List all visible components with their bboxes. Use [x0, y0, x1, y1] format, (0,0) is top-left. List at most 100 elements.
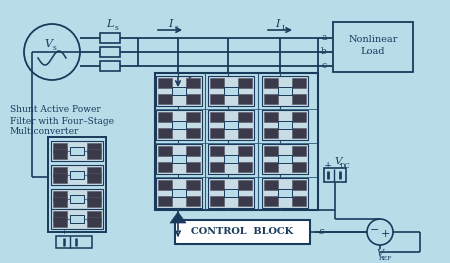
- Text: I: I: [186, 77, 190, 87]
- Text: -: -: [75, 228, 77, 236]
- Bar: [238, 180, 252, 190]
- Bar: [238, 162, 252, 172]
- Bar: [208, 144, 254, 174]
- Bar: [333, 22, 413, 72]
- Bar: [158, 94, 172, 104]
- Text: b: b: [321, 48, 327, 57]
- Text: CONTROL  BLOCK: CONTROL BLOCK: [191, 227, 293, 236]
- Text: -: -: [338, 160, 342, 169]
- Bar: [53, 211, 67, 221]
- Bar: [224, 155, 238, 163]
- Bar: [87, 149, 101, 159]
- Circle shape: [367, 219, 393, 245]
- Bar: [100, 47, 120, 57]
- Bar: [186, 78, 200, 88]
- Bar: [158, 196, 172, 206]
- Bar: [186, 180, 200, 190]
- Text: V: V: [377, 250, 383, 259]
- Text: DC: DC: [340, 162, 351, 170]
- Bar: [224, 121, 238, 129]
- Text: +: +: [324, 160, 332, 169]
- Bar: [51, 189, 103, 209]
- Bar: [172, 155, 186, 163]
- Bar: [70, 171, 84, 179]
- Bar: [158, 78, 172, 88]
- Bar: [51, 209, 103, 229]
- Bar: [278, 155, 292, 163]
- Bar: [53, 217, 67, 227]
- Bar: [210, 146, 224, 156]
- Bar: [156, 76, 202, 106]
- Bar: [208, 76, 254, 106]
- Bar: [292, 196, 306, 206]
- Polygon shape: [170, 212, 186, 223]
- Bar: [186, 112, 200, 122]
- Bar: [262, 110, 308, 140]
- Bar: [186, 94, 200, 104]
- Bar: [53, 143, 67, 153]
- Bar: [210, 196, 224, 206]
- Bar: [278, 189, 292, 197]
- Bar: [155, 73, 318, 210]
- Bar: [292, 146, 306, 156]
- Bar: [56, 236, 92, 248]
- Bar: [210, 162, 224, 172]
- Bar: [158, 112, 172, 122]
- Bar: [53, 197, 67, 207]
- Bar: [210, 112, 224, 122]
- Bar: [53, 149, 67, 159]
- Text: I: I: [275, 19, 279, 29]
- Bar: [324, 168, 346, 182]
- Bar: [70, 147, 84, 155]
- Bar: [264, 196, 278, 206]
- Text: s: s: [53, 44, 57, 52]
- Bar: [292, 94, 306, 104]
- Text: REF: REF: [378, 255, 392, 260]
- Bar: [262, 178, 308, 208]
- Bar: [186, 146, 200, 156]
- Text: c: c: [321, 62, 326, 70]
- Bar: [87, 197, 101, 207]
- Text: I: I: [168, 19, 172, 29]
- Bar: [53, 167, 67, 177]
- Text: V: V: [44, 39, 52, 49]
- Text: L: L: [106, 19, 114, 29]
- Bar: [186, 162, 200, 172]
- Bar: [224, 87, 238, 95]
- Bar: [175, 220, 310, 244]
- Bar: [210, 128, 224, 138]
- Bar: [51, 141, 103, 161]
- Bar: [264, 180, 278, 190]
- Bar: [87, 191, 101, 201]
- Text: Load: Load: [361, 48, 385, 57]
- Bar: [87, 211, 101, 221]
- Bar: [292, 78, 306, 88]
- Bar: [210, 78, 224, 88]
- Bar: [292, 162, 306, 172]
- Bar: [278, 87, 292, 95]
- Bar: [262, 76, 308, 106]
- Text: s: s: [175, 24, 179, 32]
- Text: ε: ε: [319, 227, 325, 236]
- Text: L: L: [282, 24, 287, 32]
- Bar: [158, 162, 172, 172]
- Text: Nonlinear: Nonlinear: [348, 36, 398, 44]
- Bar: [156, 144, 202, 174]
- Bar: [238, 78, 252, 88]
- Bar: [172, 121, 186, 129]
- Bar: [238, 146, 252, 156]
- Bar: [264, 128, 278, 138]
- Bar: [210, 180, 224, 190]
- Text: +: +: [380, 229, 390, 239]
- Text: s: s: [115, 24, 119, 32]
- Bar: [224, 189, 238, 197]
- Bar: [278, 121, 292, 129]
- Bar: [158, 146, 172, 156]
- Bar: [156, 110, 202, 140]
- Bar: [238, 128, 252, 138]
- Bar: [51, 165, 103, 185]
- Bar: [156, 178, 202, 208]
- Bar: [186, 196, 200, 206]
- Text: Filter with Four–Stage: Filter with Four–Stage: [10, 117, 114, 125]
- Bar: [264, 94, 278, 104]
